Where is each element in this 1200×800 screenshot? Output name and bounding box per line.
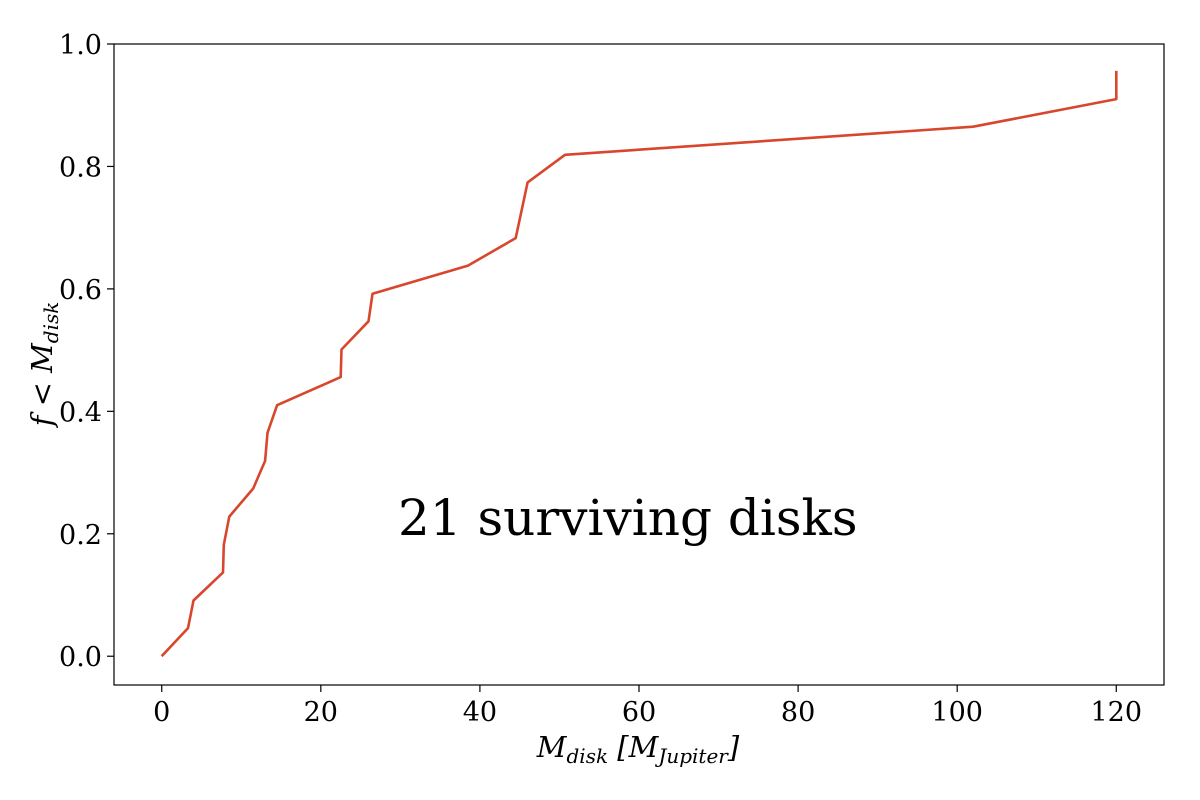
x-tick-label: 80 <box>781 697 815 728</box>
x-axis-label: Mdisk [MJupiter] <box>536 730 740 768</box>
x-tick-label: 0 <box>153 697 170 728</box>
y-tick-label: 0.8 <box>59 152 102 183</box>
y-tick-label: 0.0 <box>59 642 102 673</box>
plot-frame <box>113 43 1165 686</box>
x-tick-label: 20 <box>304 697 338 728</box>
x-tick-label: 40 <box>463 697 497 728</box>
y-axis-label: f < Mdisk <box>25 302 63 429</box>
x-tick-label: 100 <box>931 697 983 728</box>
y-tick-label: 0.2 <box>59 520 102 551</box>
plot-area: 0 20 40 60 80 100 120 0.0 0.2 0.4 0.6 0.8 1.0 <box>59 30 1165 728</box>
x-tick-label: 60 <box>622 697 656 728</box>
y-tick-label: 0.4 <box>59 397 102 428</box>
chart-annotation: 21 surviving disks <box>398 489 857 547</box>
y-tick-label: 0.6 <box>59 275 102 306</box>
y-tick-label: 1.0 <box>59 30 102 61</box>
series-line-0 <box>160 70 1118 658</box>
x-tick-label: 120 <box>1090 697 1142 728</box>
